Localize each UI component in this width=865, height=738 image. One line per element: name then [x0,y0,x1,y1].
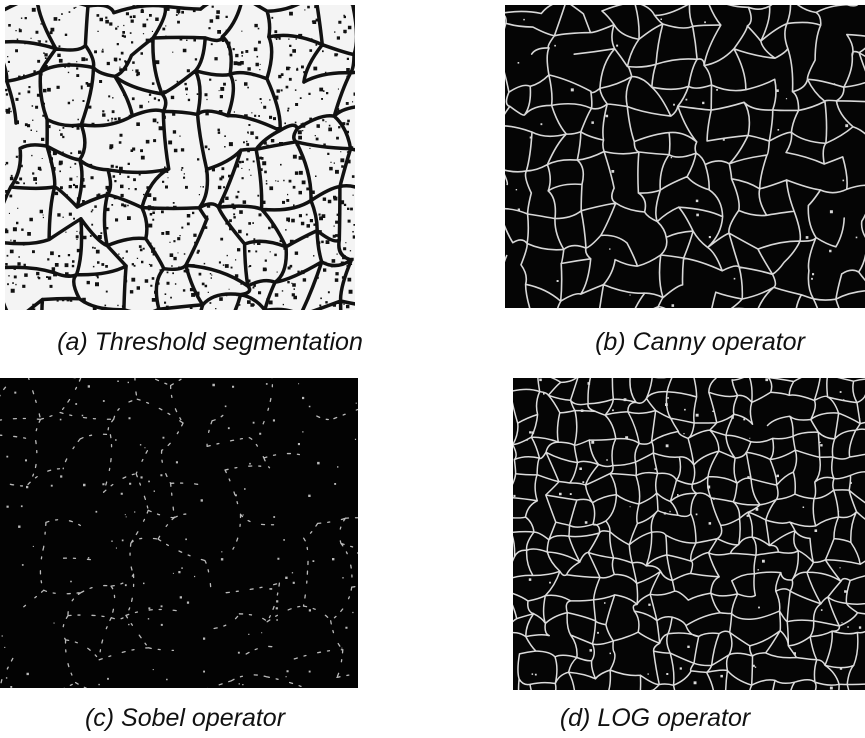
image-threshold [5,5,355,310]
background [0,378,358,688]
caption: (c) Sobel operator [20,704,350,733]
image-canny [505,5,865,308]
caption: (b) Canny operator [540,328,860,357]
image-sobel [0,378,358,688]
image-log [513,378,865,690]
background [513,378,865,690]
caption: (a) Threshold segmentation [10,328,410,357]
caption: (d) LOG operator [495,704,815,733]
figure: (a) Threshold segmentation (b) Canny ope… [0,0,865,738]
